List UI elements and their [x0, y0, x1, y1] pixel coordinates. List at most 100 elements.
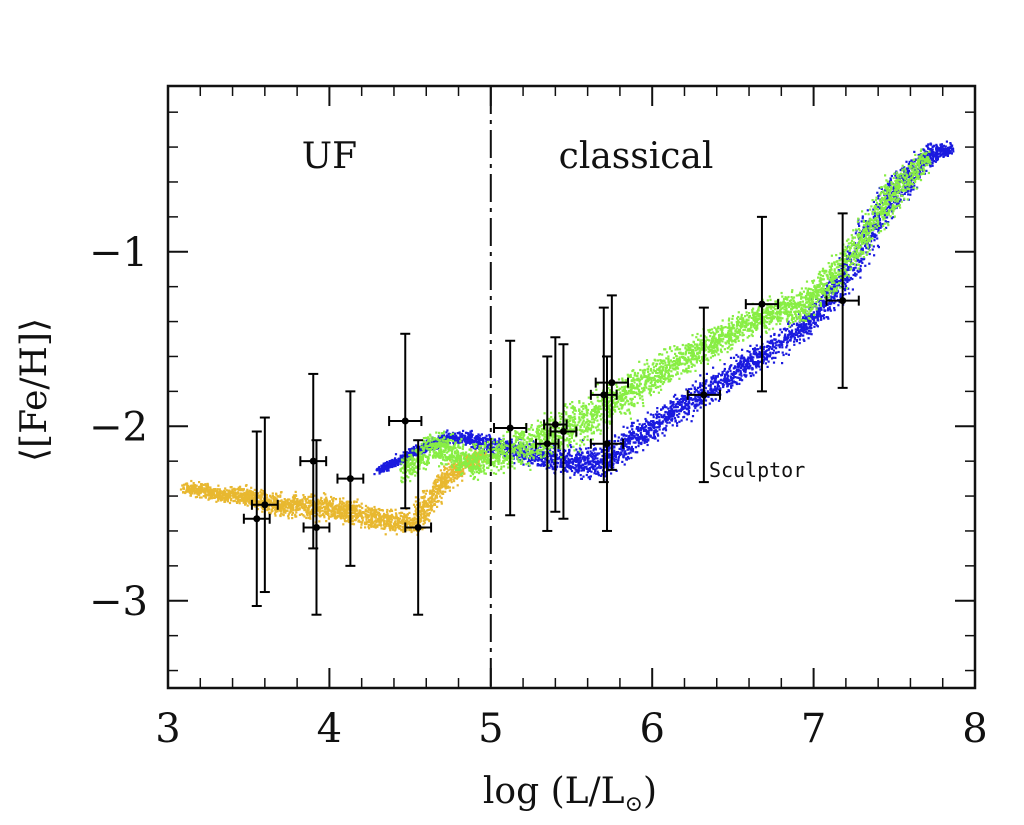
- model-cloud-point: [673, 409, 676, 412]
- model-cloud-point: [676, 405, 679, 408]
- model-cloud-point: [252, 492, 255, 495]
- model-cloud-point: [526, 460, 530, 464]
- model-cloud-point: [388, 460, 391, 463]
- model-cloud-point: [437, 474, 440, 477]
- model-cloud-point: [373, 525, 376, 528]
- model-cloud-point: [592, 443, 596, 446]
- model-cloud-point: [789, 333, 792, 336]
- model-cloud-point: [373, 520, 377, 523]
- model-cloud-point: [414, 496, 417, 499]
- model-cloud-point: [419, 506, 422, 509]
- model-cloud-point: [594, 455, 597, 458]
- model-cloud-point: [345, 520, 348, 523]
- model-cloud-point: [394, 522, 397, 525]
- model-cloud-point: [683, 401, 686, 405]
- model-cloud-point: [243, 492, 246, 495]
- model-cloud-point: [723, 375, 726, 379]
- model-cloud-point: [389, 522, 392, 525]
- model-cloud-point: [414, 528, 417, 531]
- model-cloud-point: [223, 496, 226, 500]
- model-cloud-point: [297, 500, 300, 503]
- model-cloud-point: [424, 449, 427, 452]
- model-cloud-point: [467, 441, 470, 444]
- model-cloud-point: [681, 397, 684, 400]
- model-cloud-point: [790, 336, 793, 339]
- model-cloud-point: [408, 520, 411, 523]
- model-cloud-point: [402, 530, 405, 533]
- model-cloud-point: [418, 520, 421, 523]
- model-cloud-point: [604, 454, 607, 458]
- model-cloud-point: [664, 411, 667, 414]
- model-cloud-point: [302, 494, 305, 497]
- model-cloud-point: [640, 441, 643, 444]
- model-cloud-point: [227, 497, 230, 500]
- model-cloud-point: [444, 436, 448, 439]
- model-cloud-point: [604, 464, 607, 467]
- model-cloud-point: [460, 441, 463, 444]
- model-cloud-point: [671, 401, 674, 404]
- model-cloud-point: [535, 455, 538, 458]
- model-cloud-point: [325, 520, 328, 523]
- model-cloud-point: [246, 491, 249, 495]
- model-cloud-point: [355, 508, 358, 511]
- model-cloud-point: [740, 365, 744, 368]
- model-cloud-point: [307, 507, 310, 510]
- model-cloud-point: [576, 451, 579, 454]
- model-cloud-point: [464, 437, 467, 440]
- model-cloud-point: [433, 502, 436, 505]
- model-cloud-point: [350, 520, 353, 523]
- model-cloud-point: [407, 517, 410, 520]
- model-cloud-point: [558, 449, 562, 452]
- model-cloud-point: [580, 477, 583, 480]
- model-cloud-point: [556, 462, 559, 465]
- model-cloud-point: [184, 482, 187, 485]
- model-cloud-point: [561, 465, 564, 468]
- model-cloud-point: [413, 451, 416, 454]
- model-cloud-point: [624, 450, 627, 453]
- model-cloud-point: [393, 522, 396, 525]
- model-cloud-point: [665, 417, 668, 420]
- model-cloud-point: [780, 331, 783, 334]
- model-cloud-point: [688, 400, 691, 403]
- model-cloud-point: [213, 490, 216, 493]
- model-cloud-point: [743, 366, 746, 369]
- model-cloud-point: [621, 460, 624, 463]
- model-cloud-point: [238, 487, 241, 490]
- model-cloud-point: [671, 403, 674, 406]
- model-cloud-point: [613, 458, 616, 461]
- model-cloud-point: [607, 450, 610, 453]
- model-cloud-point: [324, 493, 327, 496]
- model-cloud-point: [580, 453, 583, 457]
- model-cloud-point: [729, 385, 733, 388]
- model-cloud-point: [716, 387, 719, 390]
- model-cloud-point: [358, 509, 361, 512]
- model-cloud-point: [211, 493, 214, 496]
- model-cloud-point: [260, 492, 263, 495]
- model-cloud-point: [639, 431, 642, 435]
- model-cloud-point: [287, 501, 290, 504]
- model-cloud-point: [233, 499, 236, 502]
- model-cloud-point: [394, 460, 397, 463]
- model-cloud-point: [569, 476, 572, 479]
- model-cloud-point: [387, 464, 390, 467]
- model-cloud-point: [550, 457, 553, 460]
- model-cloud-point: [441, 481, 445, 485]
- model-cloud-point: [626, 456, 630, 459]
- model-cloud-point: [517, 449, 520, 452]
- model-cloud-point: [571, 466, 574, 469]
- model-cloud-point: [683, 395, 686, 398]
- model-cloud-point: [415, 444, 418, 447]
- model-cloud-point: [327, 512, 330, 515]
- model-cloud-point: [482, 436, 485, 440]
- model-cloud-point: [325, 496, 328, 499]
- model-cloud-point: [303, 504, 306, 507]
- model-cloud-point: [215, 500, 218, 503]
- model-cloud-point: [294, 490, 297, 493]
- model-cloud-point: [413, 448, 416, 451]
- model-cloud-point: [572, 460, 576, 463]
- model-cloud-point: [743, 358, 746, 361]
- model-cloud-point: [233, 494, 236, 497]
- model-cloud-point: [242, 489, 245, 492]
- model-cloud-point: [209, 489, 212, 493]
- model-cloud-point: [726, 370, 730, 373]
